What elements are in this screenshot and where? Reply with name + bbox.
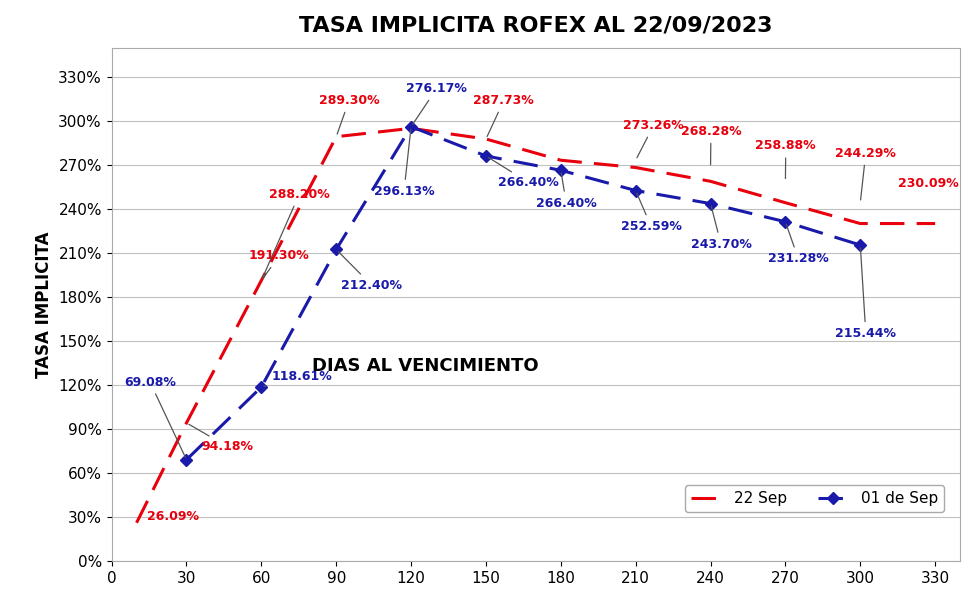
Text: 244.29%: 244.29%	[835, 147, 896, 200]
Text: 252.59%: 252.59%	[620, 193, 681, 233]
Text: 191.30%: 191.30%	[249, 249, 310, 278]
Title: TASA IMPLICITA ROFEX AL 22/09/2023: TASA IMPLICITA ROFEX AL 22/09/2023	[299, 15, 772, 35]
Text: 212.40%: 212.40%	[338, 251, 402, 292]
Text: 266.40%: 266.40%	[536, 173, 597, 210]
Text: 258.88%: 258.88%	[756, 139, 816, 178]
Text: 118.61%: 118.61%	[264, 370, 332, 386]
Text: 26.09%: 26.09%	[147, 510, 199, 523]
Text: 243.70%: 243.70%	[691, 206, 752, 251]
Text: 215.44%: 215.44%	[835, 248, 897, 340]
Text: DIAS AL VENCIMIENTO: DIAS AL VENCIMIENTO	[313, 357, 539, 375]
Text: 273.26%: 273.26%	[623, 119, 684, 158]
Legend: 22 Sep, 01 de Sep: 22 Sep, 01 de Sep	[685, 485, 944, 512]
Y-axis label: TASA IMPLICITA: TASA IMPLICITA	[34, 231, 53, 378]
Text: 230.09%: 230.09%	[898, 177, 958, 190]
Text: 287.73%: 287.73%	[473, 94, 534, 137]
Text: 296.13%: 296.13%	[373, 129, 434, 198]
Text: 276.17%: 276.17%	[406, 82, 467, 124]
Text: 94.18%: 94.18%	[189, 424, 254, 453]
Text: 268.28%: 268.28%	[680, 125, 741, 165]
Text: 266.40%: 266.40%	[488, 158, 560, 189]
Text: 231.28%: 231.28%	[768, 224, 829, 265]
Text: 69.08%: 69.08%	[124, 376, 185, 457]
Text: 288.20%: 288.20%	[263, 188, 329, 278]
Text: 289.30%: 289.30%	[318, 94, 379, 134]
